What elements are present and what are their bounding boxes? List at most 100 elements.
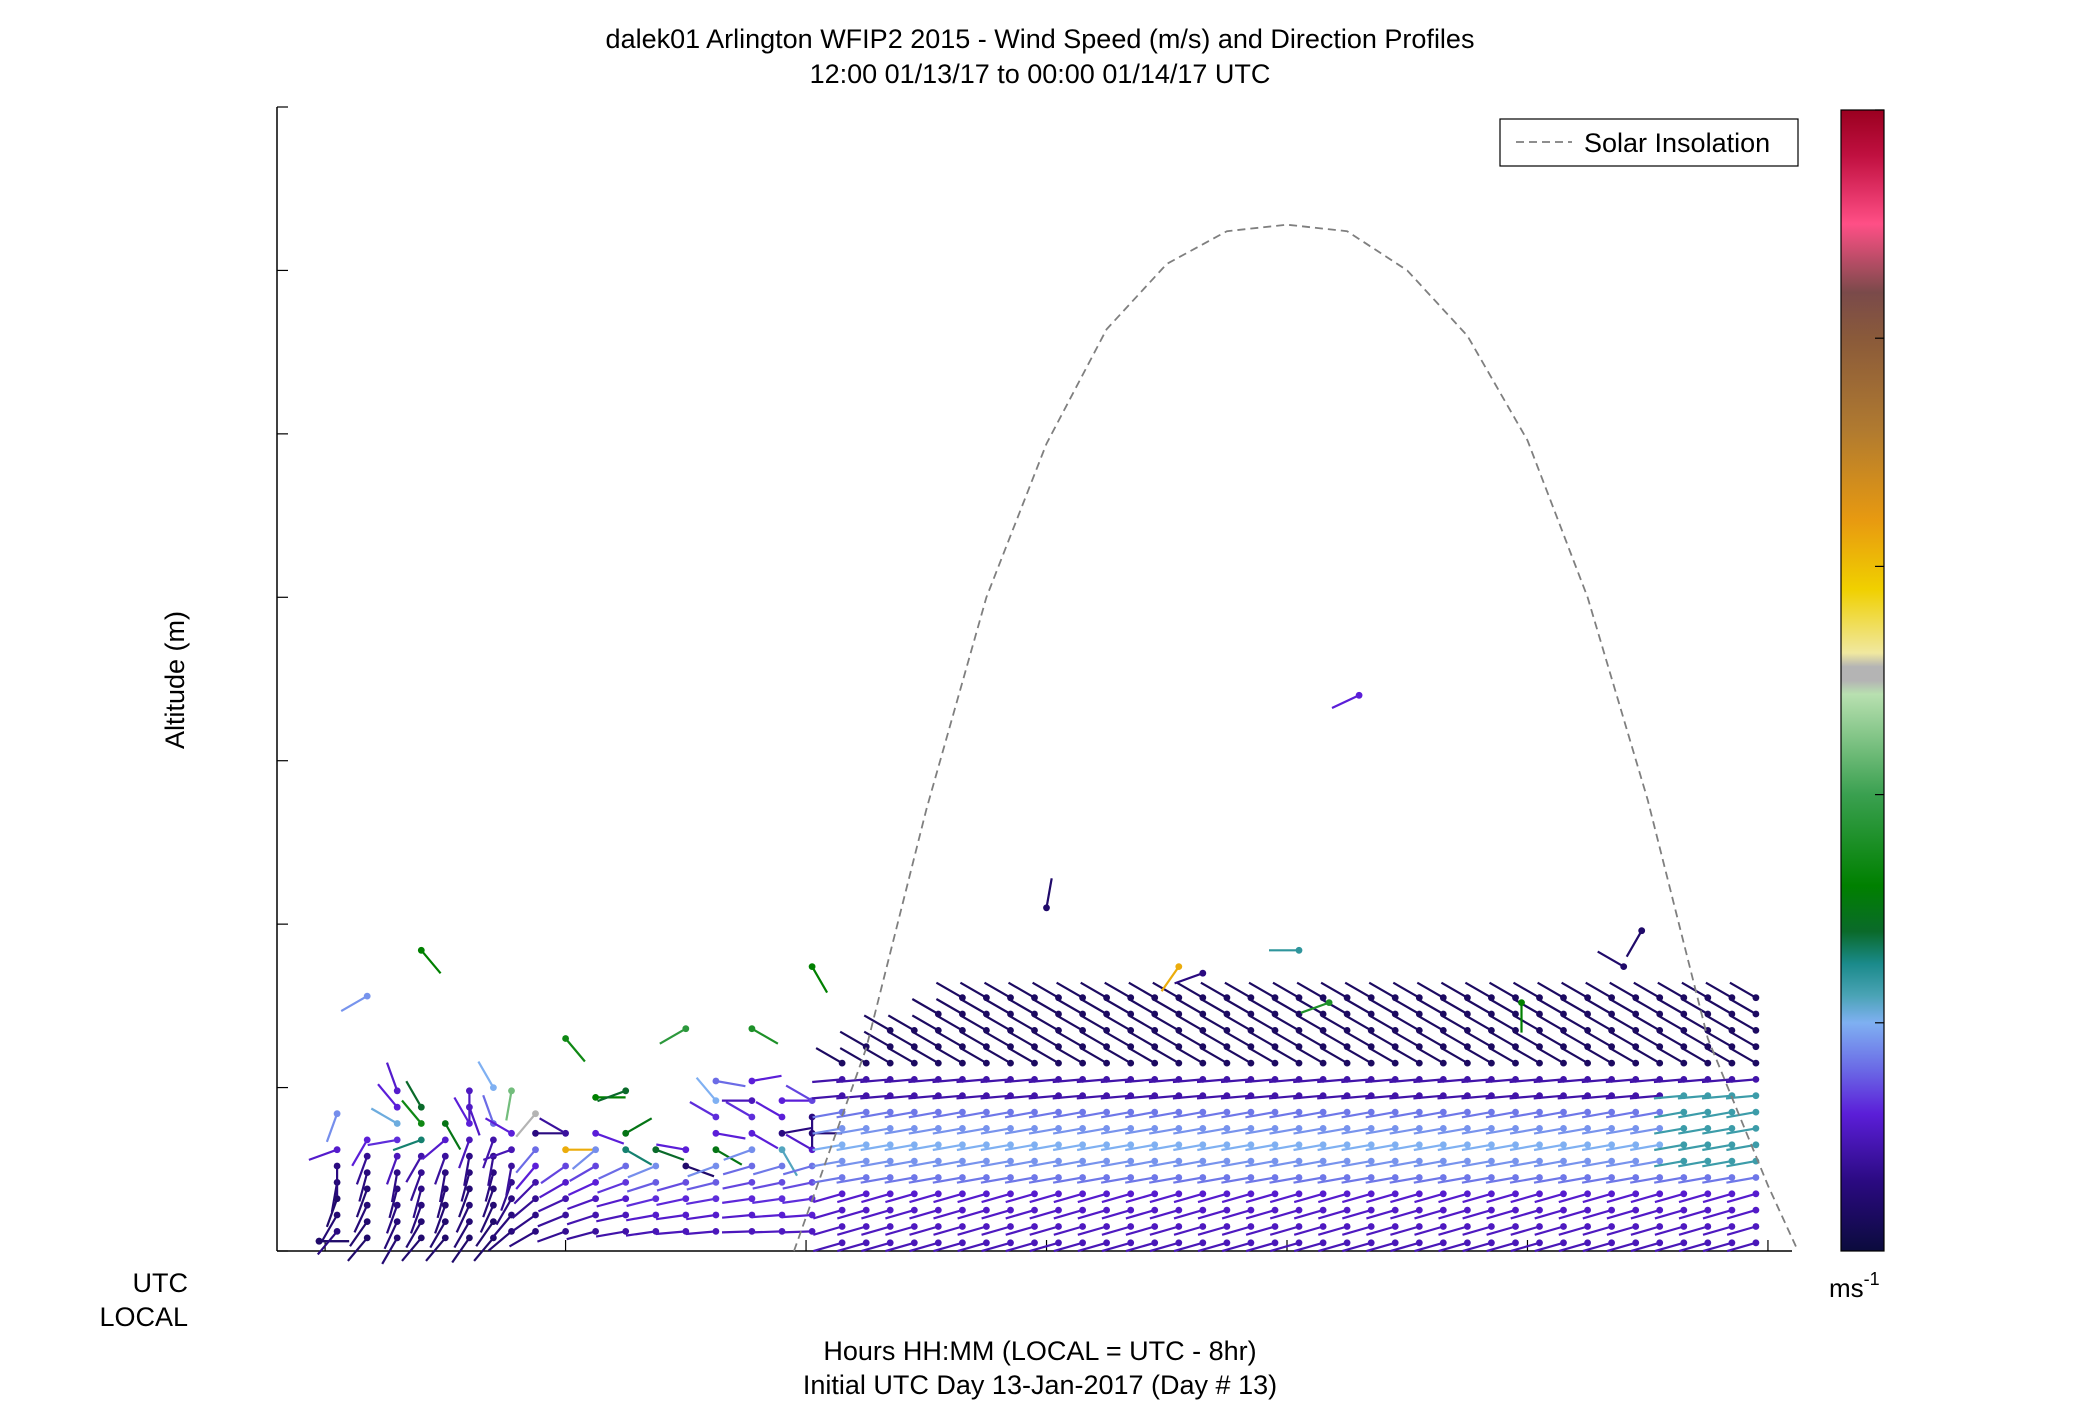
wind-barb-staff	[1365, 1143, 1396, 1152]
wind-barb-dot	[838, 1059, 846, 1067]
wind-barb-dot	[1632, 1239, 1640, 1247]
wind-barb-dot	[1367, 1059, 1375, 1067]
wind-barb-staff	[1125, 1143, 1155, 1152]
wind-barb-staff	[956, 1111, 987, 1119]
wind-barb-staff	[655, 1230, 686, 1236]
row-label-utc: UTC	[133, 1268, 189, 1298]
wind-barb-staff	[1200, 1047, 1228, 1065]
wind-barb-staff	[1557, 1176, 1588, 1184]
wind-barb-staff	[1005, 1192, 1035, 1204]
wind-barb-dot	[1031, 1174, 1038, 1181]
wind-barb-staff	[909, 1241, 939, 1253]
wind-barb-staff	[1028, 1127, 1059, 1135]
wind-barb-dot	[1295, 1141, 1303, 1149]
wind-barb-dot	[959, 1206, 966, 1214]
wind-barb-staff	[436, 1188, 447, 1219]
wind-barb-dot	[1367, 1239, 1375, 1247]
wind-barb-staff	[863, 1014, 891, 1032]
wind-barb-dot	[934, 1206, 942, 1214]
wind-barb-dot	[592, 1094, 599, 1101]
wind-barb-dot	[1560, 1174, 1567, 1181]
wind-barb-staff	[1100, 1160, 1131, 1168]
wind-barb-dot	[1488, 1223, 1495, 1230]
wind-barb-staff	[1557, 1143, 1588, 1152]
wind-barb-staff	[695, 1076, 717, 1102]
wind-barb-staff	[655, 1148, 685, 1161]
wind-barb-staff	[491, 1214, 513, 1239]
wind-barb-staff	[390, 1172, 399, 1203]
wind-barb-dot	[712, 1113, 720, 1121]
wind-barb-staff	[1197, 1143, 1228, 1152]
wind-barb-staff	[959, 1030, 987, 1048]
wind-barb-staff	[860, 1143, 891, 1152]
wind-barb-staff	[722, 1181, 753, 1190]
wind-barb-staff	[887, 1014, 915, 1032]
wind-barb-staff	[571, 1148, 597, 1170]
wind-barb-dot	[1271, 1157, 1279, 1165]
wind-barb-dot	[1175, 1223, 1183, 1230]
wind-barb-dot	[1151, 1157, 1159, 1165]
wind-barb-staff	[983, 998, 1012, 1015]
wind-barb-dot	[652, 1146, 660, 1154]
wind-barb-staff	[1220, 1078, 1251, 1084]
wind-barb-staff	[1678, 1241, 1709, 1253]
wind-barb-staff	[1585, 981, 1613, 999]
wind-barb-dot	[1608, 1223, 1615, 1230]
wind-barb-staff	[1630, 1160, 1660, 1168]
wind-barb-dot	[1223, 1157, 1231, 1165]
wind-barb-staff	[933, 1209, 963, 1220]
wind-barb-staff	[1413, 1094, 1444, 1100]
wind-barb-staff	[1148, 1094, 1179, 1100]
wind-barb-dot	[959, 1125, 966, 1132]
wind-barb-staff	[1076, 1143, 1107, 1152]
wind-barb-staff	[1461, 1127, 1492, 1135]
wind-barb-staff	[1125, 1176, 1155, 1184]
wind-barb-dot	[959, 1190, 966, 1198]
wind-barb-staff	[429, 1221, 447, 1249]
wind-barb-staff	[1248, 1030, 1276, 1048]
wind-barb-dot	[562, 1035, 569, 1042]
wind-barb-staff	[1416, 1030, 1444, 1048]
wind-barb-staff	[812, 1209, 843, 1220]
wind-barb-staff	[980, 1094, 1011, 1100]
wind-barb-dot	[1656, 1059, 1664, 1067]
wind-barb-staff	[1100, 1127, 1131, 1135]
wind-barb-dot	[1031, 1125, 1038, 1132]
wind-barb-staff	[1220, 1094, 1251, 1100]
wind-barb-dot	[1728, 1108, 1736, 1116]
wind-barb-staff	[1681, 1014, 1709, 1032]
wind-barb-dot	[363, 1136, 371, 1144]
wind-barb-dot	[910, 1108, 918, 1116]
wind-barb-staff	[1582, 1192, 1612, 1204]
wind-barb-dot	[934, 1223, 942, 1230]
wind-barb-staff	[1101, 1192, 1132, 1204]
wind-barb-staff	[1317, 1143, 1348, 1152]
wind-barb-staff	[1512, 981, 1541, 999]
wind-barb-staff	[1080, 981, 1108, 999]
wind-barb-staff	[861, 1192, 891, 1204]
wind-barb-dot	[1343, 1157, 1351, 1165]
wind-barb-dot	[1752, 1010, 1760, 1018]
wind-barb-staff	[1633, 1014, 1661, 1032]
wind-barb-staff	[1464, 1030, 1492, 1048]
wind-barb-staff	[381, 1237, 399, 1265]
wind-barb-staff	[1293, 1143, 1324, 1152]
wind-barb-staff	[959, 1047, 987, 1065]
wind-barb-dot	[1704, 1174, 1712, 1181]
wind-barb-staff	[1200, 1030, 1228, 1048]
wind-barb-dot	[1728, 1141, 1736, 1149]
colorbar: ms-1	[1829, 109, 1885, 1303]
wind-barb-dot	[1704, 1059, 1712, 1067]
wind-barb-staff	[1028, 1176, 1059, 1184]
wind-barb-staff	[1701, 1078, 1732, 1084]
wind-barb-staff	[566, 1230, 596, 1241]
wind-barb-staff	[1726, 1111, 1757, 1119]
wind-barb-staff	[656, 1197, 687, 1206]
wind-barb-staff	[1366, 1225, 1396, 1236]
wind-barb-staff	[1485, 1078, 1516, 1084]
wind-barb-staff	[1585, 1047, 1613, 1065]
wind-barb-staff	[1200, 1014, 1228, 1032]
wind-barb-dot	[466, 1185, 473, 1193]
wind-barb-staff	[1581, 1176, 1612, 1184]
wind-barb-dot	[1560, 1059, 1567, 1067]
